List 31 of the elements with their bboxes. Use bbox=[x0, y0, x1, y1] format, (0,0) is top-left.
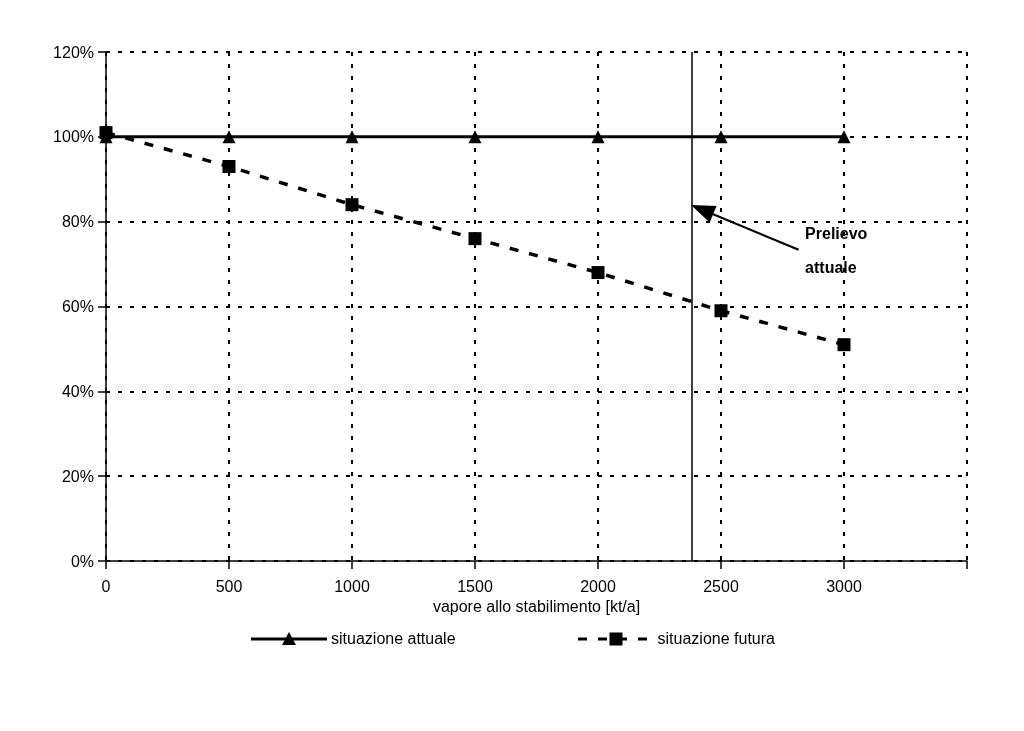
legend-label: situazione attuale bbox=[331, 630, 456, 648]
point bbox=[837, 338, 851, 352]
point bbox=[99, 126, 113, 140]
y-tick-label: 0% bbox=[70, 552, 94, 570]
point bbox=[591, 130, 605, 144]
point bbox=[468, 130, 482, 144]
point bbox=[591, 266, 605, 280]
y-tick-label: 60% bbox=[61, 298, 94, 315]
x-tick-label: 3000 bbox=[826, 577, 862, 595]
point bbox=[468, 232, 482, 246]
point bbox=[222, 130, 236, 144]
x-tick-label: 1000 bbox=[334, 577, 370, 595]
x-axis-title: vapore allo stabilimento [kt/a] bbox=[432, 598, 641, 616]
point bbox=[222, 160, 236, 174]
point bbox=[345, 198, 359, 212]
x-tick-label: 2000 bbox=[580, 577, 616, 595]
legend-label: situazione futura bbox=[657, 630, 775, 648]
point bbox=[345, 130, 359, 144]
y-tick-label: 40% bbox=[61, 382, 94, 400]
annotation: Prelievo attuale bbox=[805, 224, 868, 279]
y-tick-label: 80% bbox=[61, 213, 94, 231]
x-tick-label: 500 bbox=[215, 577, 243, 595]
point bbox=[714, 130, 728, 144]
y-tick-label: 100% bbox=[53, 128, 94, 146]
point bbox=[714, 304, 728, 318]
x-tick-label: 1500 bbox=[457, 577, 493, 595]
y-tick-label: 20% bbox=[61, 467, 94, 485]
x-tick-label: 0 bbox=[101, 577, 111, 595]
point bbox=[837, 130, 851, 144]
x-tick-label: 2500 bbox=[703, 577, 739, 595]
y-tick-label: 120% bbox=[53, 43, 94, 61]
